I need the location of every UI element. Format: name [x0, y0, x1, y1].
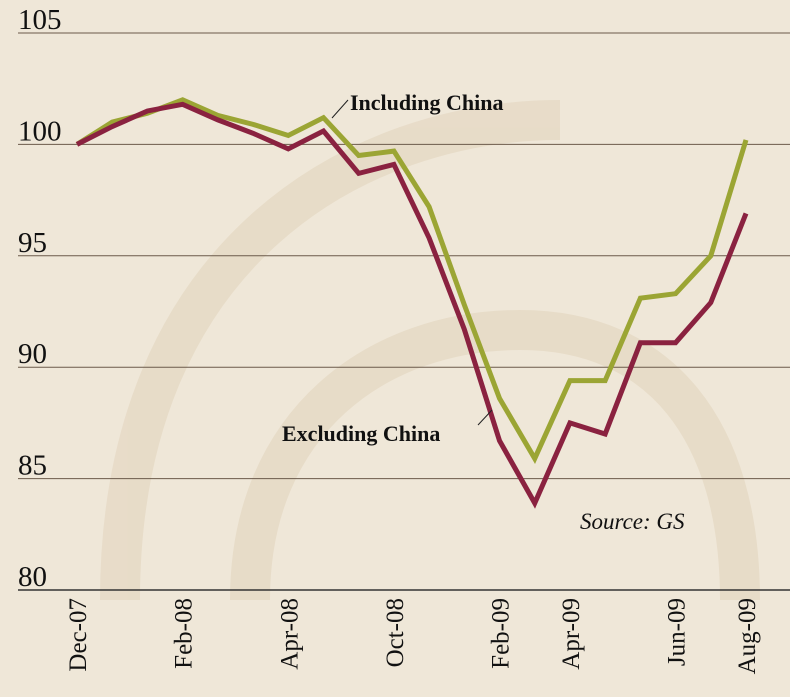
y-tick-label: 80	[18, 561, 47, 593]
series-label: Including China	[350, 90, 503, 115]
x-tick-label: Aug-09	[734, 598, 761, 674]
y-tick-label: 85	[18, 450, 47, 482]
x-tick-label: Oct-08	[382, 598, 409, 667]
series-label: Excluding China	[282, 421, 440, 446]
x-tick-label: Apr-08	[276, 598, 303, 670]
x-tick-label: Jun-09	[664, 598, 691, 666]
line-series	[75, 101, 749, 509]
x-tick-label: Feb-08	[171, 598, 198, 669]
watermark-arc	[230, 309, 760, 601]
line-series	[75, 97, 749, 464]
y-tick-label: 105	[18, 4, 62, 36]
leader-line	[331, 99, 349, 119]
watermark-arc	[100, 100, 561, 601]
y-tick-label: 95	[18, 227, 47, 259]
source-note: Source: GS	[580, 509, 685, 534]
x-tick-label: Dec-07	[65, 598, 92, 672]
leader-line	[477, 409, 493, 426]
x-tick-label: Apr-09	[558, 598, 585, 670]
y-tick-label: 90	[18, 338, 47, 370]
y-tick-label: 100	[18, 115, 62, 147]
x-tick-label: Feb-09	[488, 598, 515, 669]
watermark	[100, 100, 760, 601]
